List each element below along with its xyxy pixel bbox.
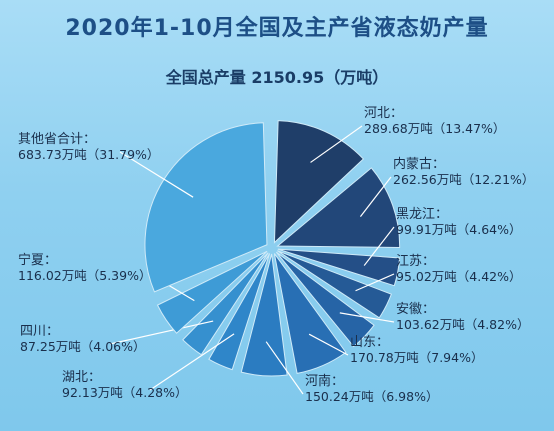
slice-label-value: 87.25万吨（4.06%）	[20, 339, 146, 354]
chart-title: 2020年1-10月全国及主产省液态奶产量	[65, 16, 489, 41]
pie-slice	[276, 167, 401, 249]
slice-label-name: 安徽：	[396, 302, 435, 317]
chart-subtitle: 全国总产量 2150.95（万吨）	[165, 68, 389, 87]
slice-label-value: 103.62万吨（4.82%）	[396, 317, 529, 332]
pie-slice	[182, 252, 269, 356]
slice-label-name: 黑龙江：	[396, 207, 448, 222]
leader-line	[363, 226, 395, 266]
slice-label-value: 262.56万吨（12.21%）	[393, 172, 534, 187]
slice-label-value: 95.02万吨（4.42%）	[396, 269, 522, 284]
slice-label-name: 河南：	[305, 373, 344, 389]
slice-label-name: 其他省合计：	[18, 132, 96, 147]
pie-slice	[275, 251, 375, 348]
slice-label-value: 289.68万吨（13.47%）	[364, 121, 505, 136]
leader-line	[310, 125, 363, 163]
slice-label-value: 99.91万吨（4.64%）	[396, 222, 522, 237]
slice-label-name: 江苏：	[396, 253, 435, 269]
leader-line	[149, 333, 235, 391]
slice-label-value: 170.78万吨（7.94%）	[350, 350, 483, 365]
slice-label-value: 150.24万吨（6.98%）	[305, 389, 438, 404]
slice-label-value: 116.02万吨（5.39%）	[18, 268, 151, 283]
leader-line	[119, 151, 194, 198]
slice-label-name: 河北：	[364, 106, 403, 121]
leader-line	[355, 273, 395, 292]
pie-slice	[277, 250, 392, 319]
pie-slice	[144, 122, 268, 293]
pie-slice	[273, 120, 365, 244]
slice-label-name: 宁夏：	[18, 252, 57, 268]
slice-label-value: 683.73万吨（31.79%）	[18, 147, 159, 162]
slice-label-name: 内蒙古：	[393, 156, 445, 172]
slice-label-value: 92.13万吨（4.28%）	[62, 385, 188, 400]
pie-slice	[240, 253, 288, 377]
leader-line	[308, 333, 349, 356]
leader-line	[339, 312, 395, 323]
leader-line	[359, 176, 392, 217]
slice-label-name: 山东：	[350, 335, 389, 350]
slice-label-name: 四川：	[20, 324, 59, 339]
slice-label-name: 湖北：	[62, 370, 101, 385]
leader-line	[265, 341, 304, 395]
pie-slice	[156, 250, 268, 334]
leader-line	[109, 320, 214, 345]
pie-slice	[273, 253, 347, 374]
